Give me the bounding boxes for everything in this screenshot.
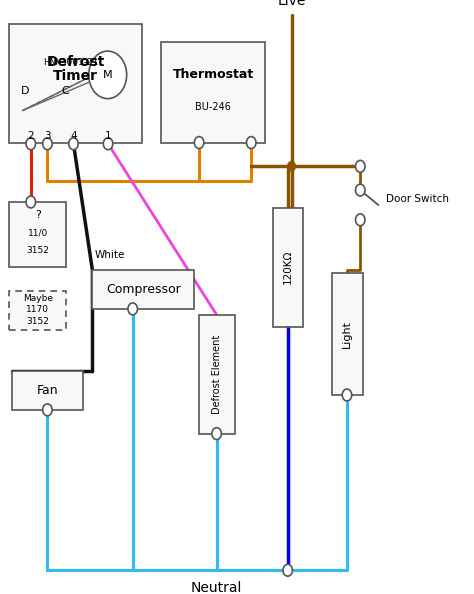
- Text: 1170: 1170: [27, 305, 49, 314]
- Circle shape: [43, 404, 52, 416]
- Circle shape: [283, 564, 292, 576]
- Text: 1: 1: [105, 131, 111, 141]
- Text: Thermostat: Thermostat: [173, 68, 254, 81]
- Circle shape: [356, 160, 365, 172]
- FancyBboxPatch shape: [92, 270, 194, 309]
- FancyBboxPatch shape: [9, 202, 66, 267]
- Circle shape: [89, 51, 127, 99]
- Text: Timer: Timer: [54, 69, 98, 83]
- FancyBboxPatch shape: [199, 315, 235, 434]
- FancyBboxPatch shape: [9, 24, 142, 143]
- Text: 3: 3: [44, 131, 51, 141]
- Circle shape: [246, 137, 256, 148]
- Circle shape: [194, 137, 204, 148]
- Circle shape: [26, 138, 36, 150]
- Text: Light: Light: [342, 320, 352, 348]
- Text: 120KΩ: 120KΩ: [283, 250, 293, 285]
- Text: ?: ?: [35, 210, 41, 220]
- Circle shape: [356, 184, 365, 196]
- Circle shape: [69, 138, 78, 150]
- Text: M: M: [103, 70, 112, 80]
- Text: Fan: Fan: [36, 384, 58, 397]
- FancyBboxPatch shape: [9, 291, 66, 330]
- Circle shape: [212, 428, 221, 440]
- Circle shape: [356, 214, 365, 226]
- Text: HM-3001-21: HM-3001-21: [44, 58, 99, 68]
- Text: Live: Live: [277, 0, 306, 8]
- Text: D: D: [21, 87, 30, 96]
- Text: 4: 4: [70, 131, 77, 141]
- Text: Defrost Element: Defrost Element: [212, 334, 222, 414]
- Circle shape: [288, 162, 295, 171]
- Circle shape: [342, 389, 352, 401]
- Text: BU-246: BU-246: [195, 102, 231, 112]
- Text: C: C: [62, 87, 69, 96]
- FancyBboxPatch shape: [332, 273, 363, 395]
- Text: White: White: [95, 251, 125, 260]
- Text: Defrost: Defrost: [46, 55, 105, 69]
- Text: Neutral: Neutral: [191, 581, 242, 594]
- FancyBboxPatch shape: [12, 371, 83, 410]
- Circle shape: [128, 303, 137, 315]
- Text: 3152: 3152: [27, 317, 49, 326]
- FancyBboxPatch shape: [273, 208, 303, 327]
- Circle shape: [43, 138, 52, 150]
- Text: Door Switch: Door Switch: [386, 194, 449, 204]
- Text: 2: 2: [27, 131, 34, 141]
- Text: 3152: 3152: [27, 247, 49, 255]
- Text: 11/0: 11/0: [28, 228, 48, 237]
- FancyBboxPatch shape: [161, 42, 265, 143]
- Circle shape: [103, 138, 113, 150]
- Text: Maybe: Maybe: [23, 294, 53, 304]
- Text: Compressor: Compressor: [106, 283, 181, 296]
- Circle shape: [26, 196, 36, 208]
